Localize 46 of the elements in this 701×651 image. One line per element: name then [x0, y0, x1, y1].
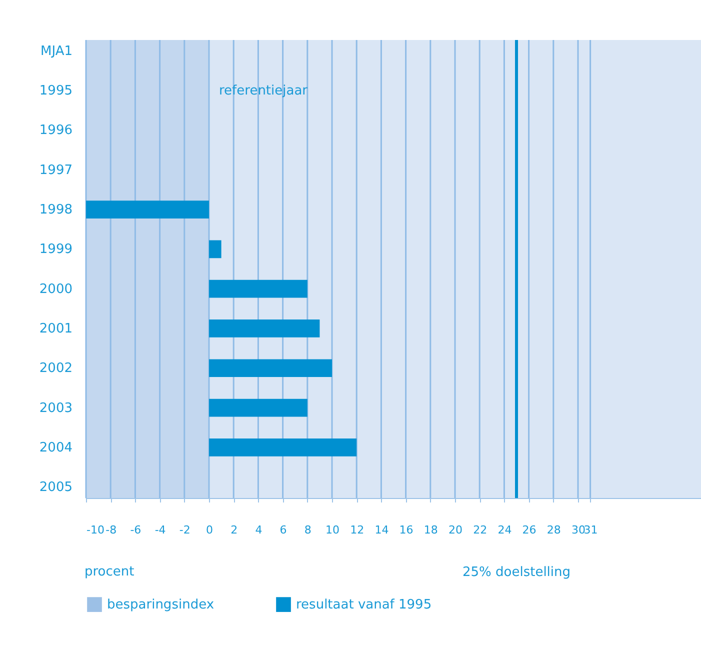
- y-tick-label: 1999: [39, 242, 72, 258]
- y-tick-label: 1998: [39, 202, 72, 218]
- x-tick-label: 10: [326, 524, 340, 536]
- x-tick-label: -8: [106, 524, 117, 536]
- x-tick-label: 4: [255, 524, 262, 536]
- y-tick-label: 1997: [39, 162, 72, 178]
- y-tick-label: 2001: [39, 321, 72, 336]
- x-tick-label: 18: [424, 524, 438, 536]
- y-tick-label: 2004: [39, 440, 72, 456]
- y-tick-label: 2003: [39, 400, 72, 416]
- x-tick-label: 14: [374, 524, 389, 536]
- x-tick-label: 0: [206, 524, 213, 536]
- legend-label: besparingsindex: [107, 598, 214, 613]
- y-tick-label: 1995: [39, 84, 72, 99]
- x-tick-label: 28: [546, 524, 561, 536]
- x-tick-label: 30: [572, 524, 586, 536]
- x-tick-label: 24: [498, 524, 512, 536]
- x-tick-label: 22: [473, 524, 488, 536]
- y-tick-label: 2000: [39, 282, 72, 297]
- annotation: referentiejaar: [219, 84, 308, 99]
- x-axis-title: procent: [84, 564, 134, 580]
- x-tick-label: 26: [522, 524, 536, 536]
- x-tick-label: 20: [448, 524, 462, 536]
- bar: [209, 240, 222, 258]
- y-tick-label: 1996: [39, 123, 72, 138]
- y-tick-label: MJA1: [40, 44, 72, 59]
- x-tick-label: 16: [399, 524, 414, 536]
- legend-label: resultaat vanaf 1995: [296, 598, 432, 613]
- x-tick-label: 31: [584, 524, 598, 536]
- x-tick-label: 8: [304, 524, 312, 536]
- y-tick-label: 2005: [39, 480, 72, 496]
- x-tick-label: -4: [154, 524, 166, 536]
- bar: [209, 398, 308, 417]
- bar: [209, 359, 332, 378]
- bar: [86, 200, 209, 218]
- bar: [209, 438, 357, 456]
- x-tick-label: -2: [179, 524, 190, 536]
- bar: [209, 320, 320, 338]
- x-tick-label: 2: [230, 524, 238, 536]
- x-tick-label: -6: [130, 524, 142, 536]
- x-tick-label: 12: [350, 524, 364, 536]
- x-tick-label: 6: [280, 524, 287, 536]
- y-tick-label: 2002: [39, 361, 72, 376]
- x-tick-label: -10: [86, 524, 104, 536]
- bar: [209, 280, 308, 298]
- ref-line-label: 25% doelstelling: [462, 565, 571, 580]
